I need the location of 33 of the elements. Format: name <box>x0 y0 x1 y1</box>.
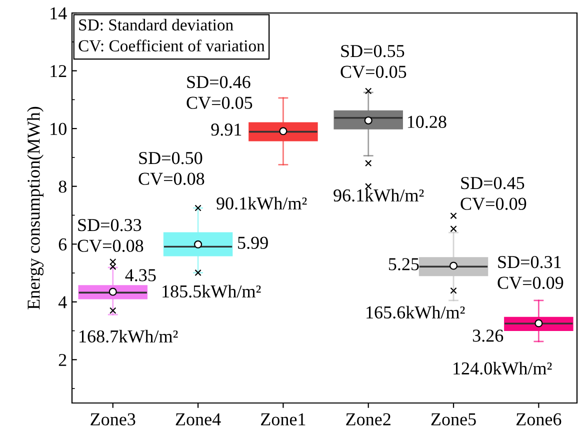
annotation: 168.7kWh/m² <box>80 330 178 343</box>
annotation: 124.0kWh/m² <box>454 362 552 375</box>
y-tick-label: 8 <box>58 180 66 193</box>
x-tick-label: Zone2 <box>346 413 390 426</box>
annotation: SD=0.50 CV=0.08 <box>138 152 204 185</box>
annotation: SD=0.33 CV=0.08 <box>78 218 144 252</box>
annotation: SD=0.55 CV=0.05 <box>340 44 406 78</box>
annotation: 5.25 <box>388 258 419 270</box>
y-tick-label: 10 <box>50 122 66 135</box>
x-tick-label: Zone3 <box>90 413 136 426</box>
annotation: 90.1kWh/m² <box>216 196 307 210</box>
annotation: 165.6kWh/m² <box>366 306 465 319</box>
annotation: 3.26 <box>472 330 504 342</box>
annotation: SD=0.46 CV=0.05 <box>186 76 252 109</box>
y-tick-label: 4 <box>58 296 67 308</box>
annotation: SD: Standard deviation CV: Coefficient of variation <box>78 18 265 52</box>
y-tick-label: 12 <box>50 65 66 78</box>
annotation: SD=0.31 CV=0.09 <box>498 256 564 289</box>
y-tick-label: 2 <box>58 354 66 366</box>
y-axis-title: Energy consumption(MWh) <box>27 106 44 310</box>
annotation: 96.1kWh/m² <box>334 188 424 202</box>
x-tick-label: Zone4 <box>176 413 221 426</box>
annotation: 5.99 <box>238 236 268 249</box>
annotation: 10.28 <box>408 116 446 128</box>
y-tick-label: 6 <box>58 238 67 251</box>
x-tick-label: Zone1 <box>260 413 306 426</box>
x-tick-label: Zone6 <box>516 413 562 426</box>
x-tick-label: Zone5 <box>431 413 476 426</box>
annotation: 9.91 <box>211 124 242 136</box>
annotation: 185.5kWh/m² <box>162 284 261 298</box>
annotation: SD=0.45 CV=0.09 <box>460 176 526 210</box>
annotation: 4.35 <box>125 269 156 282</box>
y-tick-label: 14 <box>50 7 67 20</box>
